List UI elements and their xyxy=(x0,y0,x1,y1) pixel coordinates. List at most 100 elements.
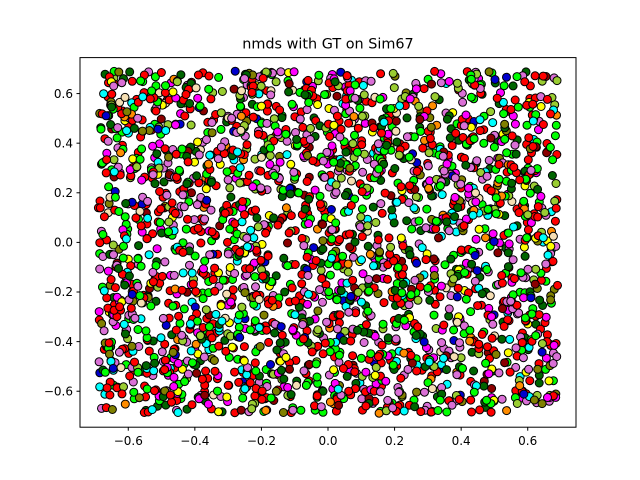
scatter-point xyxy=(505,367,515,377)
scatter-point xyxy=(348,139,358,149)
scatter-point xyxy=(185,319,195,329)
scatter-point xyxy=(203,399,213,409)
scatter-point xyxy=(471,197,481,207)
scatter-point xyxy=(134,393,144,403)
scatter-point xyxy=(210,263,220,273)
scatter-point xyxy=(548,231,558,241)
scatter-point xyxy=(205,150,215,160)
scatter-point xyxy=(435,181,445,191)
scatter-point xyxy=(316,265,326,275)
scatter-point xyxy=(133,281,143,291)
scatter-point xyxy=(318,220,328,229)
scatter-point xyxy=(315,285,325,295)
scatter-point xyxy=(287,283,297,293)
scatter-point xyxy=(144,346,154,356)
scatter-point xyxy=(361,320,371,330)
scatter-point xyxy=(515,381,525,391)
scatter-point xyxy=(440,260,450,270)
scatter-point xyxy=(105,349,114,359)
scatter-point xyxy=(548,155,558,165)
scatter-point xyxy=(104,338,114,348)
scatter-point xyxy=(171,149,181,159)
scatter-point xyxy=(491,350,501,359)
scatter-point xyxy=(528,99,538,109)
scatter-point xyxy=(546,241,556,251)
scatter-point xyxy=(353,123,363,133)
scatter-point xyxy=(138,126,147,136)
scatter-point xyxy=(475,126,485,136)
scatter-point xyxy=(120,212,130,222)
scatter-point xyxy=(240,384,250,394)
scatter-point xyxy=(407,358,417,368)
scatter-point xyxy=(484,369,494,379)
scatter-point xyxy=(313,325,323,335)
scatter-point xyxy=(284,87,294,97)
scatter-point xyxy=(332,111,342,121)
scatter-point xyxy=(248,182,258,192)
scatter-point xyxy=(500,358,510,368)
scatter-point xyxy=(530,279,540,289)
scatter-point xyxy=(155,218,165,227)
scatter-point xyxy=(547,171,557,180)
scatter-point xyxy=(95,238,105,248)
scatter-point xyxy=(468,210,478,220)
scatter-point xyxy=(141,361,151,371)
scatter-point xyxy=(392,197,402,207)
scatter-point xyxy=(497,334,507,344)
scatter-point xyxy=(261,228,271,238)
scatter-point xyxy=(253,129,263,139)
scatter-point xyxy=(520,77,530,87)
scatter-point xyxy=(347,176,356,186)
scatter-point xyxy=(101,168,111,178)
scatter-point xyxy=(356,353,366,363)
scatter-point xyxy=(245,264,255,274)
scatter-point xyxy=(284,228,294,238)
scatter-point xyxy=(529,395,539,405)
scatter-point xyxy=(178,190,188,200)
scatter-point xyxy=(115,97,125,107)
scatter-point xyxy=(127,76,137,86)
scatter-point xyxy=(287,99,297,109)
scatter-point xyxy=(481,358,491,368)
scatter-point xyxy=(519,293,529,303)
y-axis-ticks: −0.6 −0.4 −0.2 0.0 0.2 0.4 0.6 xyxy=(44,87,80,398)
scatter-point xyxy=(325,131,335,141)
scatter-point xyxy=(247,88,257,97)
scatter-point xyxy=(472,156,482,166)
scatter-point xyxy=(133,325,143,334)
scatter-point xyxy=(361,367,371,377)
scatter-point xyxy=(133,113,143,123)
scatter-point xyxy=(373,139,383,149)
scatter-point xyxy=(541,353,551,363)
scatter-point xyxy=(235,163,245,173)
scatter-point xyxy=(126,303,136,313)
points-layer xyxy=(93,66,562,418)
scatter-point xyxy=(527,309,537,319)
scatter-point xyxy=(137,144,147,154)
scatter-point xyxy=(465,336,475,346)
scatter-point xyxy=(299,241,309,251)
scatter-point xyxy=(382,140,392,150)
x-tick-label: 0.6 xyxy=(518,434,537,448)
scatter-point xyxy=(537,347,547,357)
scatter-point xyxy=(359,90,369,100)
scatter-point xyxy=(422,204,432,214)
y-tick-label: 0.6 xyxy=(54,87,73,101)
scatter-point xyxy=(318,236,328,246)
scatter-point xyxy=(148,277,158,287)
scatter-point xyxy=(536,191,546,201)
scatter-point xyxy=(141,326,151,336)
scatter-point xyxy=(200,214,210,224)
scatter-point xyxy=(488,118,498,128)
scatter-point xyxy=(541,259,551,269)
scatter-point xyxy=(460,268,470,278)
scatter-point xyxy=(370,370,380,380)
scatter-point xyxy=(109,250,118,260)
scatter-point xyxy=(502,406,512,416)
scatter-point xyxy=(404,300,414,310)
scatter-point xyxy=(160,365,170,375)
scatter-point xyxy=(350,237,360,247)
scatter-point xyxy=(412,366,422,376)
scatter-point xyxy=(544,376,554,386)
scatter-point xyxy=(458,97,468,107)
